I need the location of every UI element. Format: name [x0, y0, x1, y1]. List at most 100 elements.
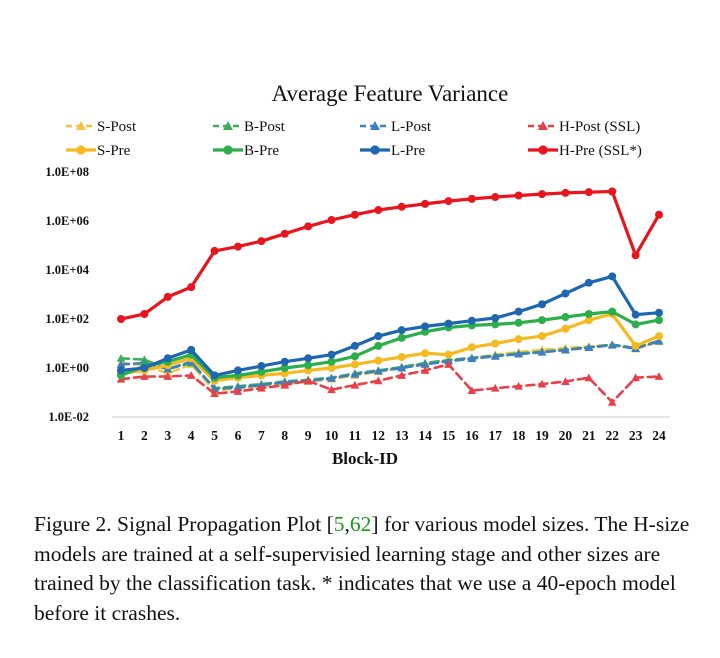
data-point	[304, 222, 313, 231]
data-point	[514, 191, 523, 200]
series-line	[119, 189, 661, 321]
data-point	[538, 300, 547, 309]
data-point	[561, 289, 570, 298]
legend-item-s-post: S-Post	[66, 119, 137, 135]
data-point	[561, 345, 570, 354]
legend-item-h-post-ssl: H-Post (SSL)	[528, 119, 640, 135]
legend-marker	[76, 121, 86, 130]
data-point	[537, 347, 547, 356]
data-point	[561, 324, 570, 333]
legend-label: B-Pre	[244, 143, 279, 159]
x-tick-label: 6	[235, 428, 242, 443]
x-tick-label: 17	[489, 428, 503, 443]
figure-caption: Figure 2. Signal Propagation Plot [5,62]…	[34, 510, 710, 628]
data-point	[490, 352, 500, 360]
data-point	[350, 352, 359, 361]
legend-marker	[370, 145, 380, 155]
data-point	[420, 366, 430, 374]
x-tick-label: 5	[211, 428, 218, 443]
legend-marker	[223, 145, 233, 155]
data-point	[538, 316, 547, 325]
data-point	[654, 372, 664, 380]
citation-link-5[interactable]: 5	[333, 512, 345, 536]
legend-marker	[76, 145, 86, 155]
data-point	[303, 376, 313, 385]
data-point	[350, 370, 360, 378]
data-point	[444, 360, 453, 368]
legend-marker	[538, 121, 548, 130]
x-tick-label: 7	[258, 428, 265, 443]
data-point	[467, 194, 476, 203]
data-point	[163, 354, 172, 363]
data-point	[561, 377, 570, 385]
data-point	[350, 210, 359, 219]
data-point	[374, 332, 383, 341]
series-line	[119, 339, 661, 390]
data-point	[210, 371, 219, 380]
x-tick-label: 23	[629, 428, 643, 443]
legend-item-h-pre-ssl: H-Pre (SSL*)	[528, 143, 642, 159]
series-h-pre-ssl	[117, 187, 663, 323]
x-tick-label: 21	[582, 428, 596, 443]
data-point	[163, 372, 173, 380]
x-tick-label: 3	[164, 428, 171, 443]
data-point	[327, 364, 336, 372]
data-point	[467, 343, 476, 352]
x-tick-label: 19	[535, 428, 549, 443]
x-tick-label: 18	[512, 428, 526, 443]
data-point	[257, 383, 266, 392]
data-point	[444, 197, 453, 206]
data-point	[327, 373, 336, 382]
data-point	[280, 357, 289, 366]
data-point	[116, 353, 126, 362]
data-point	[140, 309, 149, 318]
data-point	[233, 387, 243, 395]
data-point	[397, 326, 406, 335]
x-tick-label: 22	[605, 428, 619, 443]
y-tick-label: 1.0E+08	[45, 165, 89, 179]
citation-link-62[interactable]: 62	[349, 512, 372, 536]
data-point	[490, 383, 500, 392]
y-tick-label: 1.0E+00	[45, 361, 89, 375]
data-point	[374, 341, 383, 350]
data-point	[655, 210, 663, 219]
data-point	[608, 187, 617, 196]
legend-item-l-pre: L-Pre	[360, 143, 425, 159]
data-point	[397, 363, 406, 372]
data-point	[397, 333, 406, 342]
data-point	[537, 379, 547, 388]
data-point	[397, 202, 406, 211]
data-point	[374, 356, 383, 365]
data-point	[374, 206, 383, 215]
x-axis-label: Block-ID	[332, 449, 398, 468]
caption-prefix: Figure 2. Signal Propagation Plot [	[34, 512, 334, 536]
data-point	[350, 380, 360, 389]
data-point	[655, 316, 663, 325]
data-point	[631, 373, 640, 382]
data-point	[444, 350, 453, 359]
chart-title: Average Feature Variance	[272, 81, 509, 106]
data-point	[421, 199, 430, 208]
data-point	[584, 188, 593, 197]
data-point	[467, 316, 476, 325]
series-l-pre	[117, 272, 663, 380]
legend: S-Post B-Post L-Post H-Post (SSL) S-Pre B-Pre…	[66, 119, 642, 159]
x-tick-label: 2	[141, 428, 148, 443]
data-point	[421, 322, 430, 331]
data-point	[514, 307, 523, 316]
data-point	[257, 362, 266, 371]
data-point	[374, 376, 383, 385]
data-point	[233, 383, 243, 391]
x-tick-label: 11	[349, 428, 362, 443]
data-point	[163, 292, 172, 301]
legend-item-s-pre: S-Pre	[66, 143, 131, 159]
y-tick-label: 1.0E+04	[45, 263, 89, 277]
x-tick-label: 8	[281, 428, 288, 443]
data-point	[397, 353, 406, 362]
data-point	[140, 364, 149, 372]
data-point	[631, 251, 640, 260]
data-point	[233, 366, 242, 375]
data-point	[467, 386, 477, 395]
x-tick-label: 14	[418, 428, 432, 443]
series-h-post-ssl	[116, 360, 664, 406]
